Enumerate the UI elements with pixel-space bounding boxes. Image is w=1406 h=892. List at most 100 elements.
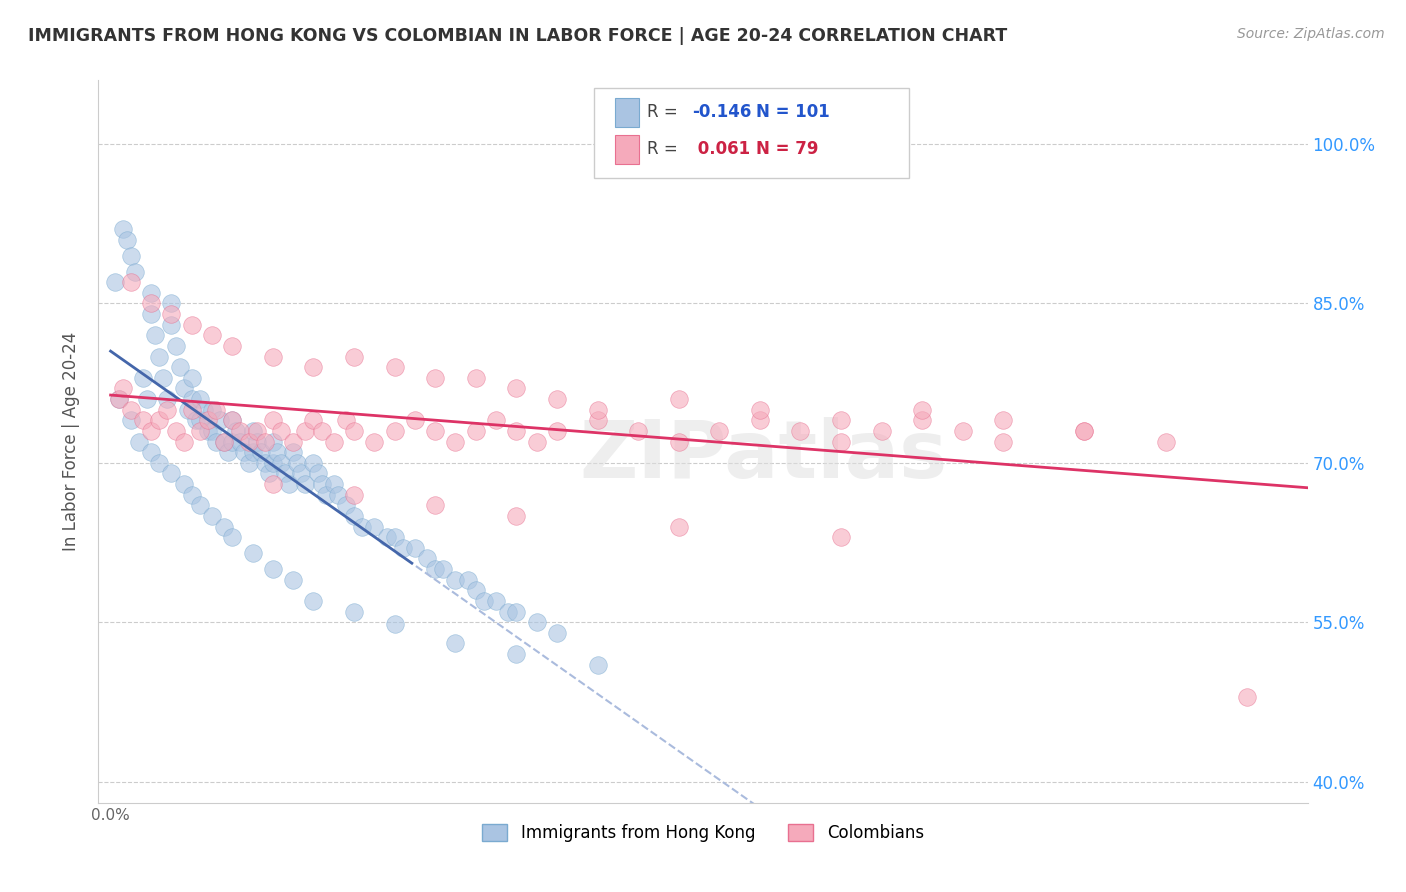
Point [160, 467, 183, 481]
Point [472, 594, 495, 608]
Point [160, 296, 183, 310]
Text: 0.061: 0.061 [692, 139, 751, 158]
Point [104, 275, 127, 289]
Point [188, 392, 211, 406]
Point [993, 434, 1015, 449]
Point [789, 424, 811, 438]
Point [384, 617, 406, 632]
Point [141, 307, 163, 321]
Point [169, 360, 191, 375]
Point [404, 541, 426, 555]
Legend: Immigrants from Hong Kong, Colombians: Immigrants from Hong Kong, Colombians [475, 817, 931, 848]
Point [627, 424, 650, 438]
Point [457, 573, 479, 587]
Point [184, 413, 207, 427]
Point [253, 434, 276, 449]
Point [180, 392, 202, 406]
Point [111, 222, 134, 236]
Point [294, 477, 316, 491]
Point [205, 402, 228, 417]
Point [197, 424, 219, 438]
Point [128, 434, 150, 449]
Point [302, 594, 325, 608]
Point [526, 434, 548, 449]
Point [444, 573, 467, 587]
Point [148, 413, 170, 427]
Point [546, 424, 568, 438]
Point [180, 488, 202, 502]
Point [212, 434, 235, 449]
FancyBboxPatch shape [614, 98, 638, 128]
Point [132, 413, 155, 427]
Text: -0.146: -0.146 [692, 103, 751, 121]
Point [188, 498, 211, 512]
Point [993, 413, 1015, 427]
Point [485, 594, 508, 608]
Point [391, 541, 413, 555]
Point [384, 530, 406, 544]
Point [201, 508, 224, 523]
Point [505, 508, 527, 523]
Point [302, 360, 325, 375]
Point [709, 424, 731, 438]
Point [188, 413, 211, 427]
Point [870, 424, 893, 438]
Point [343, 350, 366, 364]
Point [197, 413, 219, 427]
Point [180, 371, 202, 385]
Point [311, 477, 333, 491]
Point [404, 413, 426, 427]
Point [363, 519, 385, 533]
Point [253, 456, 276, 470]
Text: N = 101: N = 101 [756, 103, 830, 121]
Point [221, 413, 243, 427]
Point [257, 467, 280, 481]
Point [136, 392, 159, 406]
Text: Source: ZipAtlas.com: Source: ZipAtlas.com [1237, 27, 1385, 41]
Point [384, 424, 406, 438]
Point [307, 467, 329, 481]
Point [225, 424, 247, 438]
Point [1236, 690, 1258, 704]
Point [262, 456, 284, 470]
Point [416, 551, 439, 566]
Point [830, 413, 852, 427]
Point [173, 434, 195, 449]
Point [505, 605, 527, 619]
Point [546, 625, 568, 640]
Point [311, 424, 333, 438]
Point [107, 392, 129, 406]
Point [120, 275, 142, 289]
Text: IMMIGRANTS FROM HONG KONG VS COLOMBIAN IN LABOR FORCE | AGE 20-24 CORRELATION CH: IMMIGRANTS FROM HONG KONG VS COLOMBIAN I… [28, 27, 1007, 45]
Point [242, 445, 264, 459]
Point [180, 318, 202, 332]
Point [141, 296, 163, 310]
Point [1154, 434, 1177, 449]
Point [668, 434, 690, 449]
Point [212, 434, 235, 449]
Point [748, 413, 770, 427]
Point [233, 445, 256, 459]
Point [143, 328, 166, 343]
Point [262, 562, 284, 576]
Point [152, 371, 174, 385]
Point [262, 434, 284, 449]
Point [283, 445, 305, 459]
Point [668, 519, 690, 533]
Y-axis label: In Labor Force | Age 20-24: In Labor Force | Age 20-24 [62, 332, 80, 551]
Point [586, 657, 609, 672]
Point [830, 434, 852, 449]
Point [464, 583, 486, 598]
Point [229, 434, 252, 449]
Point [193, 402, 215, 417]
Point [363, 434, 385, 449]
Point [262, 477, 284, 491]
Point [586, 413, 609, 427]
Point [444, 636, 467, 650]
Point [221, 434, 243, 449]
Point [425, 371, 447, 385]
Point [290, 467, 312, 481]
Point [343, 605, 366, 619]
Point [505, 381, 527, 395]
Point [285, 456, 308, 470]
